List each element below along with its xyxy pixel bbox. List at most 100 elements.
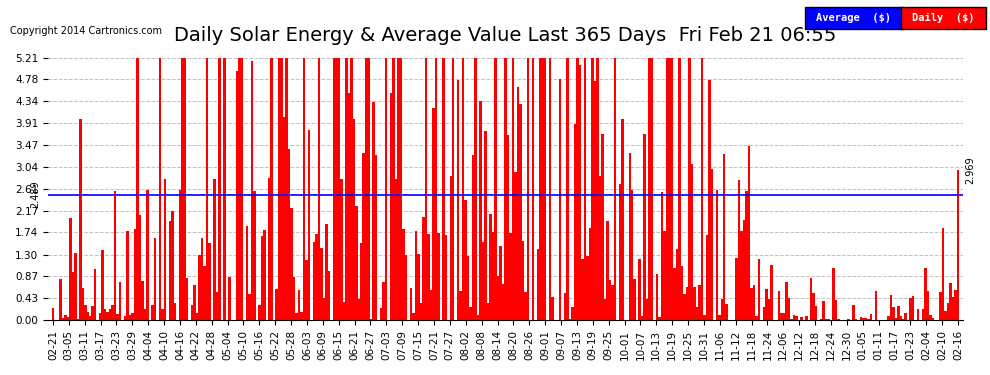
Bar <box>432 108 435 320</box>
Bar <box>425 58 427 320</box>
Bar <box>902 319 905 320</box>
Bar <box>101 250 104 320</box>
Bar <box>504 58 507 320</box>
Bar <box>499 246 502 320</box>
Bar <box>548 58 551 320</box>
Bar <box>412 313 415 320</box>
Bar <box>417 254 420 320</box>
Text: Copyright 2014 Cartronics.com: Copyright 2014 Cartronics.com <box>10 26 162 36</box>
Bar <box>59 279 61 320</box>
Bar <box>757 259 760 320</box>
Bar <box>168 221 171 320</box>
Bar <box>956 171 959 320</box>
Bar <box>864 318 867 320</box>
Bar <box>129 315 132 320</box>
Bar <box>532 58 534 320</box>
Bar <box>949 283 951 320</box>
Bar <box>484 131 487 320</box>
Bar <box>752 285 755 320</box>
Bar <box>430 290 432 320</box>
Bar <box>910 298 912 320</box>
Bar <box>825 319 828 320</box>
Bar <box>181 58 183 320</box>
Bar <box>696 307 698 320</box>
Bar <box>437 233 440 320</box>
Bar <box>835 300 838 320</box>
Bar <box>767 298 770 320</box>
Bar <box>263 230 265 320</box>
Bar <box>99 313 101 320</box>
Text: Daily  ($): Daily ($) <box>912 13 975 23</box>
Bar <box>895 318 897 320</box>
Bar <box>581 259 584 320</box>
Bar <box>502 284 504 320</box>
Bar <box>788 298 790 320</box>
Bar <box>236 71 239 320</box>
Bar <box>604 298 606 320</box>
Bar <box>153 238 156 320</box>
Bar <box>932 318 935 320</box>
Bar <box>838 319 840 320</box>
Bar <box>111 305 114 320</box>
Bar <box>698 285 701 320</box>
Bar <box>459 291 462 320</box>
Bar <box>258 305 260 320</box>
Bar <box>51 309 54 320</box>
Bar <box>191 305 193 320</box>
Bar <box>755 316 757 320</box>
Bar <box>815 306 818 320</box>
Bar <box>161 309 163 320</box>
Bar <box>229 277 231 320</box>
Bar <box>874 291 877 320</box>
Bar <box>104 309 106 320</box>
Bar <box>655 274 658 320</box>
Bar <box>650 58 653 320</box>
Bar <box>833 268 835 320</box>
Bar <box>357 299 360 320</box>
Bar <box>954 290 956 320</box>
Bar <box>609 280 611 320</box>
Bar <box>119 282 122 320</box>
Bar <box>270 58 273 320</box>
Bar <box>668 58 671 320</box>
Bar <box>183 58 186 320</box>
Bar <box>683 294 686 320</box>
Bar <box>631 190 634 320</box>
Bar <box>109 309 111 320</box>
Bar <box>241 58 244 320</box>
Bar <box>703 315 706 320</box>
Bar <box>81 288 84 320</box>
Bar <box>280 58 283 320</box>
Bar <box>341 179 343 320</box>
Bar <box>795 316 798 320</box>
Bar <box>716 190 718 320</box>
Bar <box>666 58 668 320</box>
Bar <box>862 318 864 320</box>
Bar <box>315 234 318 320</box>
Bar <box>224 58 226 320</box>
Bar <box>671 58 673 320</box>
Bar <box>828 319 830 320</box>
Bar <box>599 176 601 320</box>
Bar <box>196 312 198 320</box>
Bar <box>736 258 738 320</box>
FancyBboxPatch shape <box>901 7 986 29</box>
Bar <box>410 288 412 320</box>
Bar <box>492 232 494 320</box>
Bar <box>435 58 437 320</box>
Bar <box>206 58 208 320</box>
Bar <box>355 206 357 320</box>
Bar <box>524 292 527 320</box>
Bar <box>693 287 696 320</box>
Bar <box>912 297 915 320</box>
Bar <box>479 100 482 320</box>
Bar <box>512 58 514 320</box>
Bar <box>559 79 561 320</box>
Bar <box>201 237 203 320</box>
Bar <box>452 58 454 320</box>
Bar <box>691 164 693 320</box>
Bar <box>400 58 402 320</box>
Bar <box>750 288 752 320</box>
Bar <box>86 312 89 320</box>
Bar <box>248 294 250 320</box>
